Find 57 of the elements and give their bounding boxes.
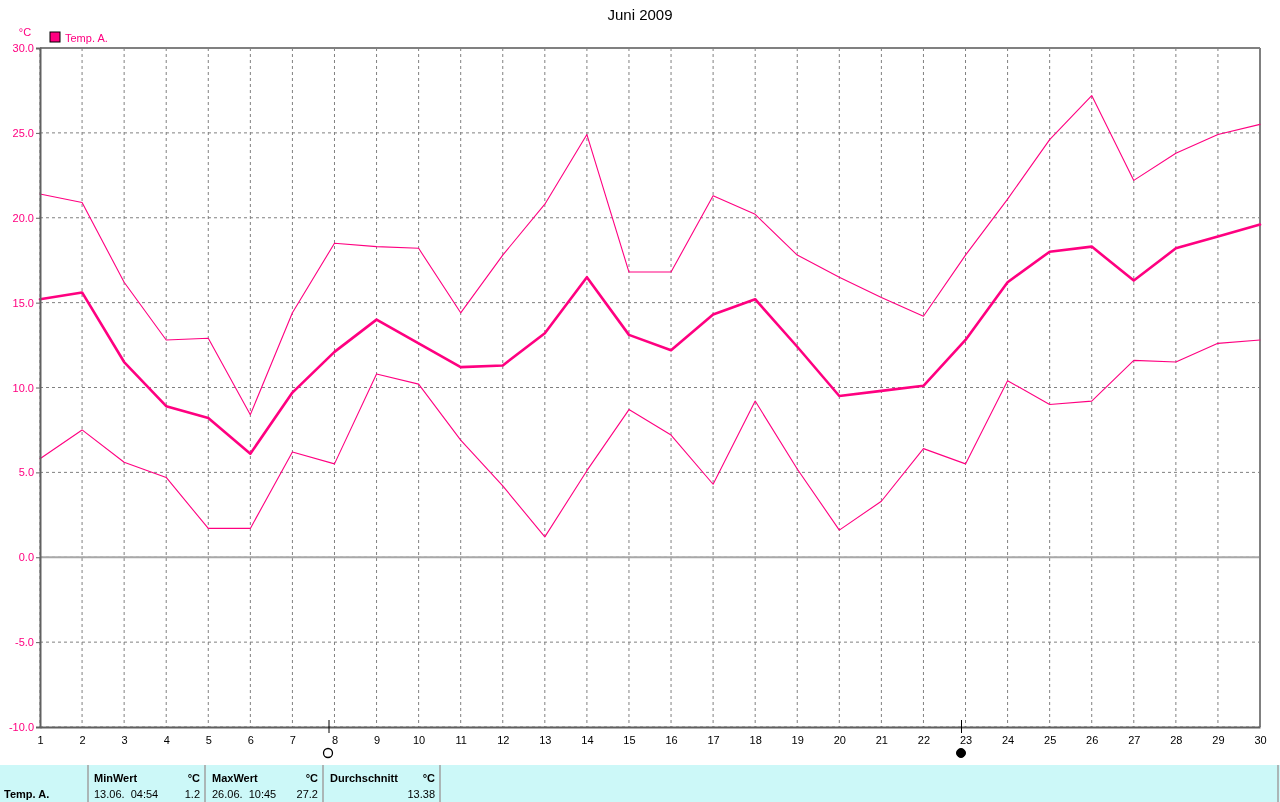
y-axis-title: °C: [18, 26, 32, 38]
y-tick-label: 10.0: [12, 381, 34, 394]
x-tick-label: 22: [917, 733, 931, 746]
text: 1.2: [184, 788, 200, 800]
text: 27.2: [296, 788, 318, 800]
x-tick-label: 2: [79, 733, 86, 746]
x-tick-label: 11: [455, 733, 467, 746]
x-tick-label: 16: [665, 733, 678, 746]
y-tick-label: 20.0: [12, 211, 34, 224]
x-tick-label: 25: [1044, 733, 1057, 746]
x-tick-label: 23: [959, 733, 973, 746]
x-tick-label: 5: [205, 733, 212, 746]
x-tick-label: 21: [875, 733, 888, 746]
line-series: [38, 223, 1262, 455]
y-tick-label: -5.0: [15, 636, 34, 649]
chart-title: Juni 2009: [607, 6, 673, 23]
line-series: [39, 339, 1261, 538]
y-tick-label: 30.0: [12, 42, 34, 55]
x-tick-label: 18: [749, 733, 762, 746]
line-series: [39, 94, 1261, 416]
x-tick-label: 6: [247, 733, 254, 746]
x-tick-label: 7: [289, 733, 296, 746]
x-tick-label: 24: [1001, 733, 1015, 746]
y-tick-label: 0.0: [18, 551, 34, 564]
x-tick-label: 17: [707, 733, 720, 746]
text: 26.06. 10:45: [212, 788, 277, 800]
x-tick-label: 12: [497, 733, 510, 746]
y-tick-label: 15.0: [12, 296, 34, 309]
text: °C: [305, 772, 319, 784]
text: MinWert: [94, 772, 138, 784]
y-tick-label: 25.0: [12, 126, 34, 139]
x-tick-label: 1: [37, 733, 44, 746]
x-tick-label: 4: [163, 733, 170, 746]
text: Durchschnitt: [330, 772, 399, 784]
x-tick-label: 13: [539, 733, 552, 746]
x-tick-label: 3: [121, 733, 128, 746]
x-tick-label: 28: [1170, 733, 1183, 746]
x-tick-label: 20: [833, 733, 846, 746]
x-tick-label: 27: [1128, 733, 1141, 746]
x-tick-label: 10: [413, 733, 426, 746]
text: °C: [422, 772, 436, 784]
text: Temp. A.: [4, 788, 50, 800]
x-tick-label: 9: [373, 733, 381, 746]
x-tick-label: 29: [1212, 733, 1225, 746]
text: 13.06. 04:54: [94, 788, 159, 800]
text: °C: [187, 772, 201, 784]
y-tick-label: 5.0: [18, 466, 34, 479]
x-tick-label: 30: [1254, 733, 1267, 746]
x-tick-label: 19: [791, 733, 804, 746]
text: MaxWert: [212, 772, 258, 784]
y-tick-label: -10.0: [8, 721, 34, 734]
x-tick-label: 14: [581, 733, 594, 746]
x-tick-label: 15: [623, 733, 636, 746]
text: 13.38: [407, 788, 435, 800]
x-tick-label: 26: [1086, 733, 1099, 746]
legend-label: Temp. A.: [65, 31, 108, 44]
x-tick-label: 8: [331, 733, 339, 746]
